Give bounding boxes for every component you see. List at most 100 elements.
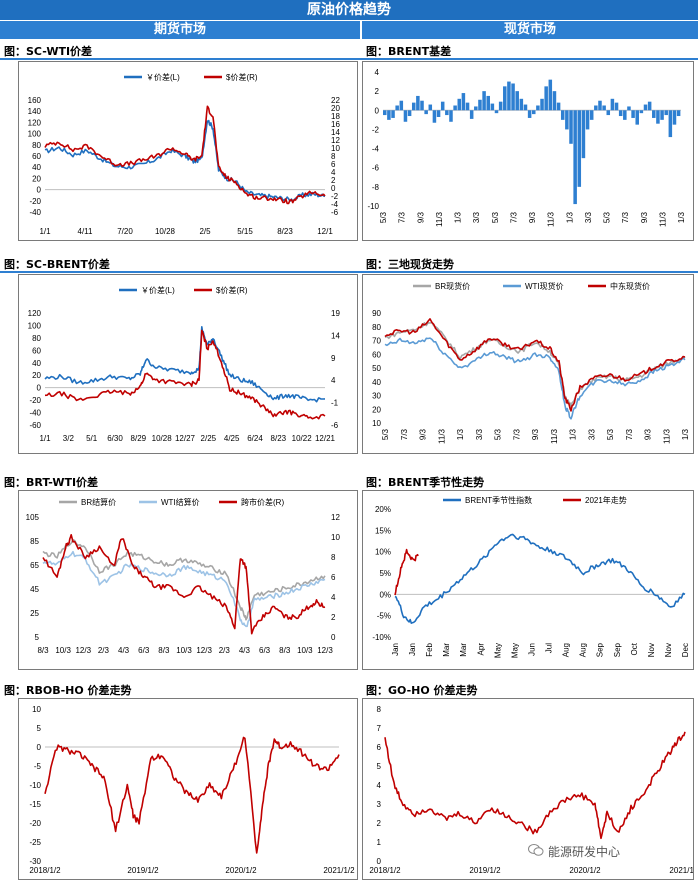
c2-bar [461, 93, 466, 111]
c2-bar [643, 104, 648, 111]
c2-xtick: 11/3 [435, 211, 444, 227]
c2-bar [440, 101, 445, 111]
c3-xtick: 8/23 [271, 434, 287, 443]
c2-ytick-left: 4 [375, 68, 380, 77]
c5-ytick-right: 12 [331, 513, 340, 522]
c6-xtick: Aug [579, 643, 588, 657]
c6-xtick: Dec [681, 643, 690, 657]
c5-xtick: 8/3 [37, 646, 49, 655]
c4-ytick-left: 20 [372, 405, 381, 414]
c8-ytick-left: 2 [377, 819, 382, 828]
c2-bar [676, 110, 681, 117]
c3-xtick: 10/22 [292, 434, 313, 443]
c4-ytick-left: 90 [372, 309, 381, 318]
c4-xtick: 9/3 [531, 428, 540, 440]
c2-bar [465, 102, 470, 111]
c1-ytick-left: 160 [28, 96, 42, 105]
c8-ytick-left: 4 [377, 781, 382, 790]
c3-xtick: 4/25 [224, 434, 240, 443]
c2-bar [548, 79, 553, 111]
c2-bar [424, 110, 428, 115]
chart-go-ho: 0 1 2 3 4 5 6 7 8 2018/1/2 2019/1/2 2020/1/2 2021/1/… [369, 705, 698, 875]
c5-ytick-left: 65 [30, 561, 39, 570]
c7-ytick-left: -10 [29, 781, 41, 790]
c2-ytick-left: -10 [367, 202, 379, 211]
c2-xtick: 5/3 [603, 211, 612, 223]
chart-panel-sc-brent: -60 -40 -20 0 20 40 60 80 100 120 -6 -1 4 9 14 19 ￥价差(L)… [18, 274, 358, 454]
c6-ytick-left: 10% [375, 548, 391, 557]
c2-bar [420, 100, 424, 111]
c2-bar [652, 110, 656, 118]
c2-bar [503, 86, 507, 111]
c5-ytick-left: 25 [30, 609, 39, 618]
c6-xtick: Mar [442, 643, 451, 657]
c1-ytick-right: 4 [331, 168, 336, 177]
chart-title-seasonal: 图：BRENT季节性走势 [366, 476, 485, 489]
c2-xtick: 3/3 [472, 211, 481, 223]
c4-xtick: 11/3 [662, 428, 671, 444]
c4-series-line [384, 318, 686, 412]
c8-xtick: 2019/1/2 [469, 866, 501, 875]
c7-series-line [44, 736, 340, 854]
c2-bar [602, 105, 606, 111]
c3-ytick-left: 100 [28, 321, 42, 330]
c1-series-line [44, 105, 326, 205]
c7-xtick: 2021/1/2 [323, 866, 355, 875]
c5-ytick-left: 5 [35, 633, 40, 642]
c1-ytick-right: -6 [331, 208, 339, 217]
c3-ytick-left: 20 [32, 371, 41, 380]
c1-xtick: 1/1 [39, 227, 51, 236]
c7-ytick-left: -5 [34, 762, 42, 771]
c5-xtick: 12/3 [317, 646, 333, 655]
c6-ytick-left: 20% [375, 505, 391, 514]
c1-ytick-right: 22 [331, 96, 340, 105]
c2-bar [647, 101, 652, 111]
c3-ytick-right: 19 [331, 309, 340, 318]
c6-xtick: Jan [408, 643, 417, 656]
c8-ytick-left: 5 [377, 762, 382, 771]
c5-ytick-right: 2 [331, 613, 336, 622]
watermark: 能源研发中心 [548, 845, 621, 859]
c3-xtick: 3/2 [63, 434, 75, 443]
c2-bar [656, 110, 660, 124]
chart-panel-spot: 10 20 30 40 50 60 70 80 90 BR现货价 WTI现货价 中东现货价 5/3 7/3… [362, 274, 694, 454]
c4-xtick: 5/3 [381, 428, 390, 440]
c6-legend-label: BRENT季节性指数 [465, 495, 532, 505]
c2-bar [515, 91, 519, 111]
c2-bar [387, 110, 391, 120]
c5-legend-label: BR结算价 [81, 497, 116, 507]
c2-bar [664, 110, 668, 116]
c2-bar [428, 104, 433, 111]
c5-xtick: 4/3 [118, 646, 130, 655]
c2-bar [383, 110, 387, 116]
c2-bar [552, 91, 557, 111]
c5-xtick: 12/3 [196, 646, 212, 655]
c3-legend-label: $价差(R) [216, 285, 248, 295]
c6-xtick: Jul [545, 643, 554, 653]
c3-ytick-left: 40 [32, 359, 41, 368]
chart-sc-brent: -60 -40 -20 0 20 40 60 80 100 120 -6 -1 4 9 14 19 ￥价差(L)… [28, 285, 341, 443]
c4-legend-label: BR现货价 [435, 281, 470, 291]
c5-xtick: 6/3 [259, 646, 271, 655]
c2-bar [391, 110, 395, 118]
c2-bar [469, 110, 474, 119]
c5-xtick: 4/3 [239, 646, 251, 655]
c6-xtick: Oct [630, 642, 639, 655]
c3-ytick-left: -20 [29, 396, 41, 405]
c7-ytick-left: 5 [37, 724, 42, 733]
c2-ytick-left: -8 [372, 183, 380, 192]
c7-xtick: 2019/1/2 [127, 866, 159, 875]
c5-series-line [42, 550, 326, 628]
c6-xtick: Mar [459, 643, 468, 657]
chart-brt-wti: 5 25 45 65 85 105 0 2 4 6 8 10 12 BR结算价 WTI结算价 跨市价差(R) 8… [26, 497, 341, 655]
c2-bar [432, 110, 437, 123]
c5-ytick-left: 85 [30, 537, 39, 546]
c5-ytick-left: 45 [30, 585, 39, 594]
c2-bar [532, 110, 536, 115]
c5-xtick: 8/3 [279, 646, 291, 655]
c7-ytick-left: 10 [32, 705, 41, 714]
c3-ytick-right: 14 [331, 331, 340, 340]
c3-xtick: 5/1 [86, 434, 98, 443]
c1-ytick-right: 14 [331, 128, 340, 137]
c1-ytick-left: -20 [29, 197, 41, 206]
